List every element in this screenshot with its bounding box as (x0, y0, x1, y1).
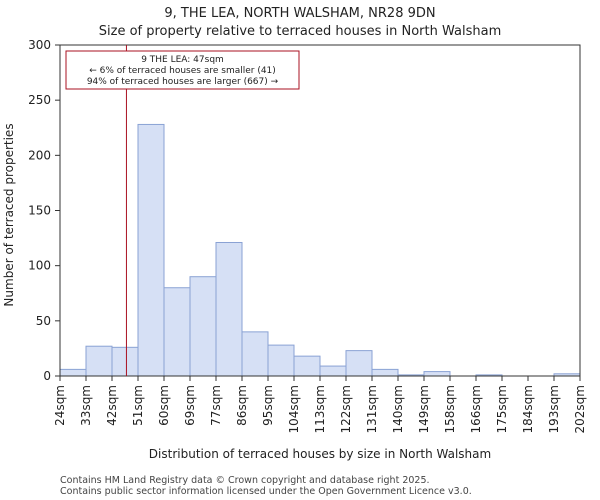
footer-line-1: Contains HM Land Registry data © Crown c… (60, 475, 430, 486)
bar (111, 346, 139, 377)
x-axis-label: Distribution of terraced houses by size … (149, 447, 491, 461)
bar (85, 345, 113, 377)
x-tick-label: 60sqm (157, 385, 171, 426)
bar (319, 365, 347, 377)
x-tick-label: 24sqm (53, 385, 67, 426)
bar (163, 287, 191, 377)
bar (423, 371, 451, 377)
bar (215, 241, 243, 377)
x-tick-label: 33sqm (79, 385, 93, 426)
plot-area: 0 50 100 150 200 250 300 24sqm 33sqm 42sqm 51sqm 60… (28, 38, 587, 433)
footer-line-2: Contains public sector information licen… (60, 486, 472, 497)
x-tick-label: 184sqm (521, 385, 535, 433)
y-tick-label: 300 (28, 38, 51, 52)
plot-frame (59, 44, 581, 377)
y-tick-label: 250 (28, 93, 51, 107)
x-tick-label: 42sqm (105, 385, 119, 426)
x-tick-label: 131sqm (365, 385, 379, 433)
x-tick-label: 193sqm (547, 385, 561, 433)
y-tick-label: 150 (28, 204, 51, 218)
bar (189, 276, 217, 377)
x-tick-label: 95sqm (261, 385, 275, 426)
x-tick-label: 51sqm (131, 385, 145, 426)
x-tick-label: 113sqm (313, 385, 327, 433)
y-tick-label: 100 (28, 259, 51, 273)
bar (345, 350, 373, 377)
bar (59, 368, 87, 377)
x-tick-label: 166sqm (469, 385, 483, 433)
x-tick-label: 104sqm (287, 385, 301, 433)
x-tick-label: 86sqm (235, 385, 249, 426)
x-tick-label: 140sqm (391, 385, 405, 433)
annotation-box (65, 50, 300, 90)
x-tick-label: 149sqm (417, 385, 431, 433)
y-axis-label: Number of terraced properties (2, 123, 16, 306)
x-tick-label: 202sqm (573, 385, 587, 433)
x-tick-label: 122sqm (339, 385, 353, 433)
y-tick-label: 200 (28, 148, 51, 162)
bar (241, 331, 269, 377)
x-tick-label: 175sqm (495, 385, 509, 433)
annotation-line-2: ← 6% of terraced houses are smaller (41) (89, 66, 276, 76)
x-tick-label: 158sqm (443, 385, 457, 433)
y-tick-label: 0 (43, 369, 51, 383)
x-tick-label: 69sqm (183, 385, 197, 426)
bar (267, 344, 295, 377)
bar (137, 123, 165, 377)
chart-title: 9, THE LEA, NORTH WALSHAM, NR28 9DN (164, 6, 435, 21)
bar (371, 368, 399, 377)
chart-subtitle: Size of property relative to terraced ho… (99, 24, 502, 39)
y-tick-label: 50 (36, 314, 51, 328)
annotation-line-1: 9 THE LEA: 47sqm (141, 55, 224, 65)
x-tick-label: 77sqm (209, 385, 223, 426)
bar (293, 355, 321, 377)
annotation-line-3: 94% of terraced houses are larger (667) … (87, 77, 279, 87)
